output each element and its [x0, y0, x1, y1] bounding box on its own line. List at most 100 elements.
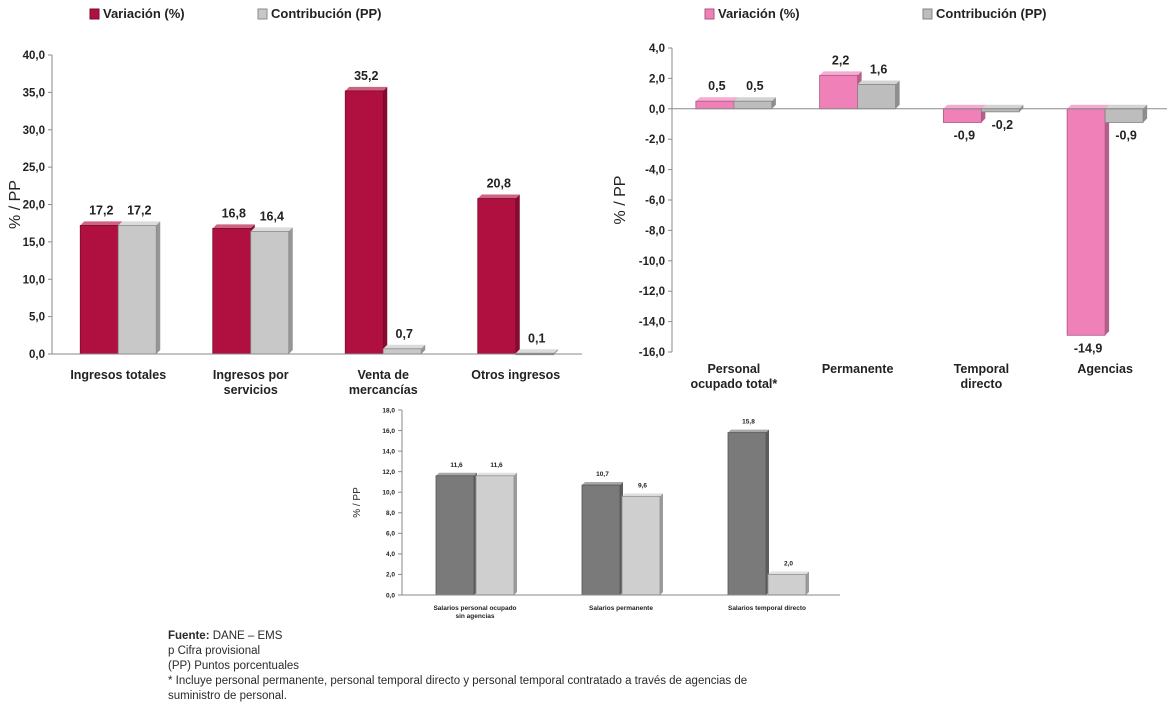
y-axis-title: % / PP [7, 180, 24, 229]
data-label: 16,4 [260, 209, 284, 223]
y-tick-label: 2,0 [386, 572, 395, 579]
x-tick-label: Permanente [822, 362, 894, 376]
y-axis-title: % / PP [352, 487, 363, 518]
x-tick-label-line: Temporal [954, 362, 1009, 376]
data-label: -14,9 [1074, 341, 1103, 355]
bar-front-face [117, 225, 157, 355]
bar-top-face [582, 482, 623, 486]
bar [382, 344, 426, 355]
bar-side-face [553, 349, 558, 355]
bar-side-face [1105, 104, 1110, 336]
data-label: 35,2 [354, 69, 378, 83]
bar-side-face [766, 429, 769, 595]
x-tick-label-line: directo [961, 377, 1003, 391]
bar [117, 221, 161, 355]
bar-top-face [383, 344, 426, 349]
y-tick-label: -14,0 [639, 317, 665, 329]
chart-revenue-svg: Variación (%) Contribución (PP) % / PP 0,0 5… [7, 6, 582, 397]
bar-top-face [345, 86, 388, 91]
y-tick-label: 15,0 [23, 237, 45, 249]
bar-front-face [695, 100, 735, 110]
bar-top-face [622, 493, 663, 497]
data-label: 15,8 [742, 419, 755, 426]
legend-swatch-1 [704, 8, 715, 20]
x-tick-label-line: sin agencias [455, 613, 494, 620]
source-text: DANE – EMS [209, 630, 283, 642]
chart-revenue: Variación (%) Contribución (PP) % / PP 0,0 5… [0, 0, 590, 405]
data-label: 17,2 [127, 203, 151, 217]
bar-top-face [1067, 104, 1110, 109]
bar-top-face [515, 349, 558, 354]
y-tick-label: 8,0 [386, 510, 395, 517]
bar-side-face [383, 86, 388, 354]
x-tick-label: Venta de mercancías [349, 368, 418, 397]
x-tick-label: Ingresos totales [70, 368, 166, 382]
bar-front-face [475, 475, 515, 596]
y-axis-title: % / PP [612, 176, 629, 225]
source-label: Fuente: [168, 630, 210, 642]
legend-swatch-2 [257, 8, 268, 20]
x-tick-label-line: Salarios permanente [589, 605, 653, 612]
bar-front-face [344, 90, 384, 355]
data-label: 0,5 [708, 79, 725, 93]
bar-front-face [435, 475, 475, 596]
bar-top-face [118, 221, 161, 226]
bar-front-face [733, 100, 773, 110]
data-label: 10,7 [596, 471, 609, 478]
x-tick-label: Salarios temporal directo [728, 605, 806, 612]
bar-top-face [768, 571, 809, 575]
bar-front-face [581, 484, 621, 596]
bar [727, 429, 769, 596]
x-tick-label-line: mercancías [349, 383, 418, 397]
y-tick-label: 5,0 [29, 312, 45, 324]
y-tick-label: 6,0 [386, 531, 395, 538]
bar-top-face [212, 224, 255, 229]
bar-front-face [382, 348, 422, 355]
y-tick-label: 35,0 [23, 87, 45, 99]
chart-personnel: Variación (%) Contribución (PP) % / PP 4,0 2… [595, 0, 1170, 405]
y-tick-label: 4,0 [386, 551, 395, 558]
x-tick-label: Personal ocupado total* [690, 362, 777, 391]
y-tick-label: -2,0 [645, 134, 665, 146]
data-label: 20,8 [487, 177, 511, 191]
x-tick-label: Otros ingresos [471, 368, 560, 382]
bar-front-face [819, 74, 859, 110]
bar-top-face [733, 97, 776, 102]
chart-notes: Fuente: DANE – EMS p Cifra provisional (… [168, 629, 1148, 704]
bar-front-face [79, 225, 119, 355]
data-label: 2,0 [784, 560, 793, 567]
bar-side-face [421, 344, 426, 354]
bar-top-face [728, 429, 769, 433]
bar-front-face [767, 574, 807, 596]
bar-top-face [476, 472, 517, 476]
x-tick-label-line: Salarios personal ocupado [433, 605, 516, 612]
bar-top-face [80, 221, 123, 226]
x-tick-label: Agencias [1077, 362, 1133, 376]
y-tick-label: 2,0 [649, 73, 665, 85]
legend-swatch-2 [922, 8, 933, 20]
note-asterisk-cont: suministro de personal. [168, 690, 287, 702]
bar-front-face [212, 228, 252, 355]
y-tick-label: 10,0 [23, 274, 45, 286]
note-provisional: p Cifra provisional [168, 645, 261, 657]
x-tick-label-line: Otros ingresos [471, 368, 560, 382]
x-tick-label-line: Personal [707, 362, 760, 376]
chart-salaries: % / PP 0,0 2,0 4,0 6,0 8,0 10,0 12,0 14,0 16,0 18,… [340, 398, 845, 630]
bar [250, 227, 293, 355]
x-tick-label: Temporal directo [954, 362, 1009, 391]
y-tick-label: 20,0 [23, 200, 45, 212]
bar-front-face [857, 84, 897, 110]
x-tick-label: Salarios permanente [589, 605, 653, 612]
bar-top-face [477, 194, 520, 199]
y-tick-label: 0,0 [386, 592, 395, 599]
bar [857, 80, 900, 110]
y-tick-label: -12,0 [639, 286, 665, 298]
bar [79, 221, 123, 355]
bar [344, 86, 388, 355]
legend-label-2: Contribución (PP) [936, 6, 1047, 21]
x-tick-label: Ingresos por servicios [213, 368, 289, 397]
bar-front-face [727, 432, 767, 596]
bar [819, 71, 862, 110]
x-tick-label-line: Venta de [358, 368, 409, 382]
y-tick-label: 0,0 [649, 104, 665, 116]
